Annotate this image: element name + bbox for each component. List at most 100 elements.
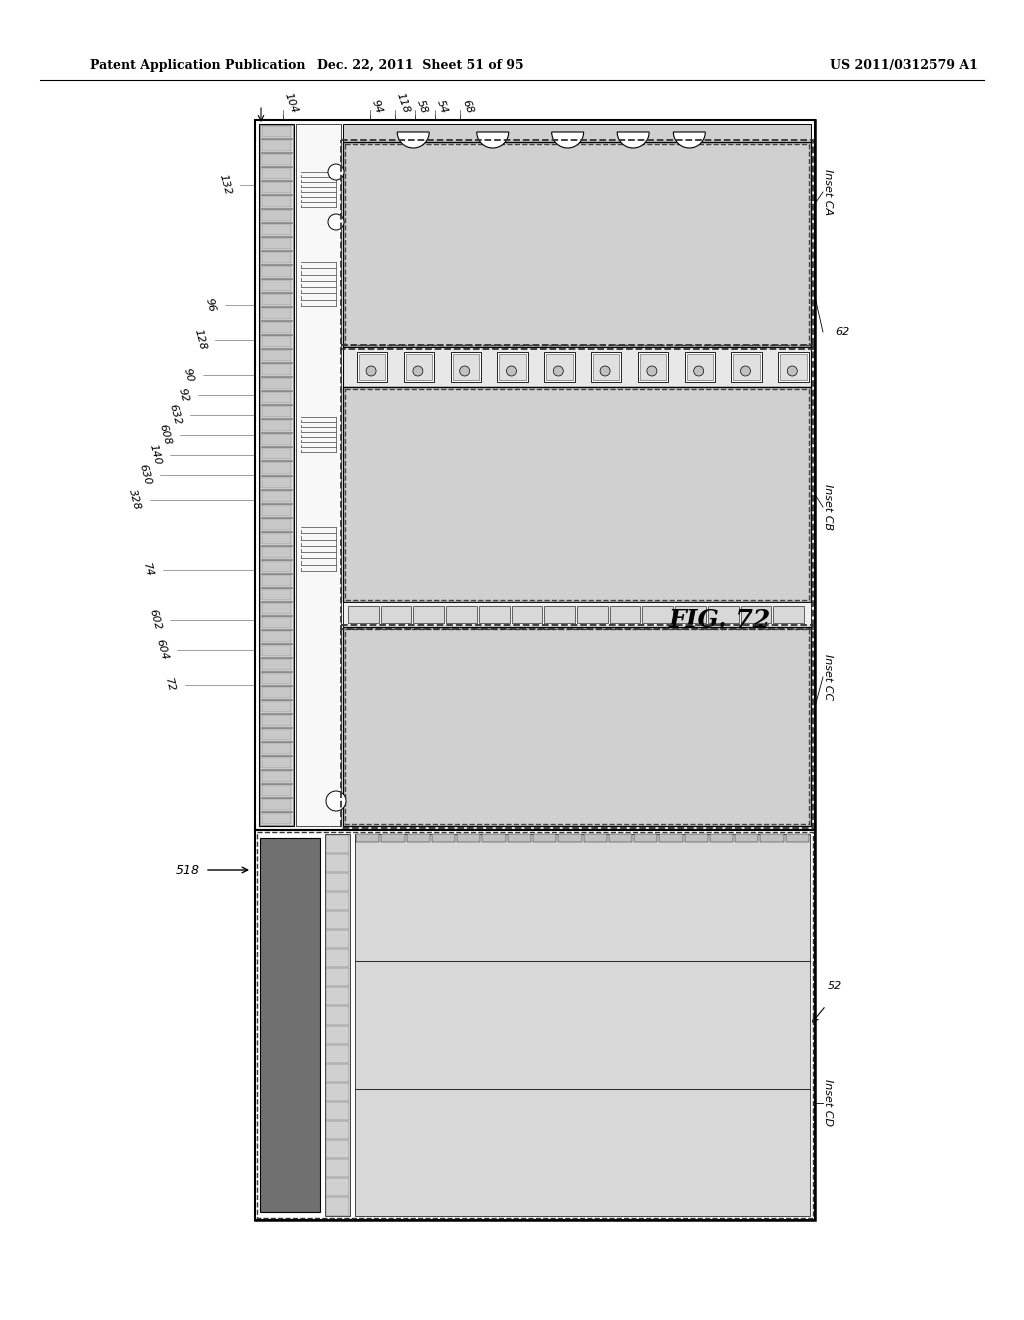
Bar <box>406 354 432 380</box>
Bar <box>325 834 350 1216</box>
Bar <box>260 475 293 488</box>
Bar <box>262 392 291 404</box>
Bar <box>262 420 291 432</box>
Polygon shape <box>552 132 584 148</box>
Bar <box>260 166 293 180</box>
Bar <box>262 771 291 783</box>
Bar <box>260 391 293 404</box>
Text: Inset CC: Inset CC <box>823 653 833 700</box>
Bar <box>326 892 349 909</box>
Bar <box>260 714 293 727</box>
Bar <box>687 354 713 380</box>
Text: 104: 104 <box>283 91 300 115</box>
Bar <box>262 800 291 810</box>
Bar <box>685 834 708 842</box>
Bar <box>262 701 291 713</box>
Bar <box>262 322 291 333</box>
Bar <box>262 350 291 362</box>
Bar <box>326 987 349 1006</box>
Bar <box>326 854 349 871</box>
Bar <box>343 347 811 387</box>
Bar <box>345 144 809 345</box>
Circle shape <box>693 366 703 376</box>
Bar <box>262 659 291 671</box>
Bar <box>260 293 293 306</box>
Bar <box>260 812 293 825</box>
Circle shape <box>647 366 656 376</box>
Circle shape <box>600 366 610 376</box>
Bar <box>262 280 291 290</box>
Bar <box>262 182 291 193</box>
Bar <box>262 688 291 698</box>
Bar <box>260 490 293 503</box>
Bar <box>545 606 575 623</box>
Bar <box>260 602 293 615</box>
Bar <box>262 743 291 754</box>
Bar <box>532 834 556 842</box>
Bar <box>326 873 349 891</box>
Bar <box>773 606 804 623</box>
Bar <box>260 657 293 671</box>
Bar <box>260 279 293 292</box>
Bar <box>761 834 783 842</box>
Text: Inset CA: Inset CA <box>823 169 833 215</box>
Bar <box>326 1197 349 1216</box>
Bar <box>262 337 291 347</box>
Bar <box>659 834 683 842</box>
Bar <box>260 124 293 137</box>
Bar <box>260 672 293 685</box>
Text: 630: 630 <box>137 463 153 487</box>
Bar <box>260 616 293 628</box>
Bar <box>345 630 809 824</box>
Text: 52: 52 <box>828 981 843 991</box>
Bar <box>500 354 526 380</box>
Bar <box>262 729 291 741</box>
Bar <box>296 124 341 826</box>
Text: 128: 128 <box>193 329 208 351</box>
Circle shape <box>328 164 344 180</box>
Text: 96: 96 <box>204 297 217 313</box>
Text: 118: 118 <box>395 91 412 115</box>
Polygon shape <box>477 132 509 148</box>
Bar <box>260 686 293 700</box>
Bar <box>262 758 291 768</box>
Bar <box>262 168 291 178</box>
Bar <box>260 348 293 362</box>
Bar <box>414 606 444 623</box>
Text: US 2011/0312579 A1: US 2011/0312579 A1 <box>830 58 978 71</box>
Bar <box>634 834 657 842</box>
Bar <box>262 308 291 319</box>
Bar <box>262 210 291 220</box>
Bar <box>262 224 291 235</box>
Bar <box>260 503 293 516</box>
Circle shape <box>787 366 798 376</box>
Bar <box>482 834 506 842</box>
Bar <box>451 352 481 381</box>
Bar <box>609 834 632 842</box>
Bar <box>348 606 379 623</box>
Bar <box>446 606 477 623</box>
Bar <box>359 354 385 380</box>
Bar <box>577 606 607 623</box>
Bar <box>740 606 771 623</box>
Bar <box>708 606 738 623</box>
Bar <box>262 785 291 796</box>
Bar <box>262 265 291 277</box>
Circle shape <box>328 214 344 230</box>
Bar <box>260 308 293 319</box>
Bar <box>262 477 291 487</box>
Text: 94: 94 <box>370 98 384 115</box>
Bar <box>260 644 293 657</box>
Bar <box>355 1089 810 1216</box>
Bar <box>381 606 412 623</box>
Text: 602: 602 <box>147 609 163 631</box>
Text: FIG. 72: FIG. 72 <box>669 609 771 632</box>
Text: 74: 74 <box>141 562 155 578</box>
Bar <box>260 153 293 165</box>
Bar <box>326 1121 349 1139</box>
Circle shape <box>367 366 376 376</box>
Bar <box>262 449 291 459</box>
Bar <box>262 519 291 529</box>
Bar <box>733 354 760 380</box>
Bar <box>479 606 510 623</box>
